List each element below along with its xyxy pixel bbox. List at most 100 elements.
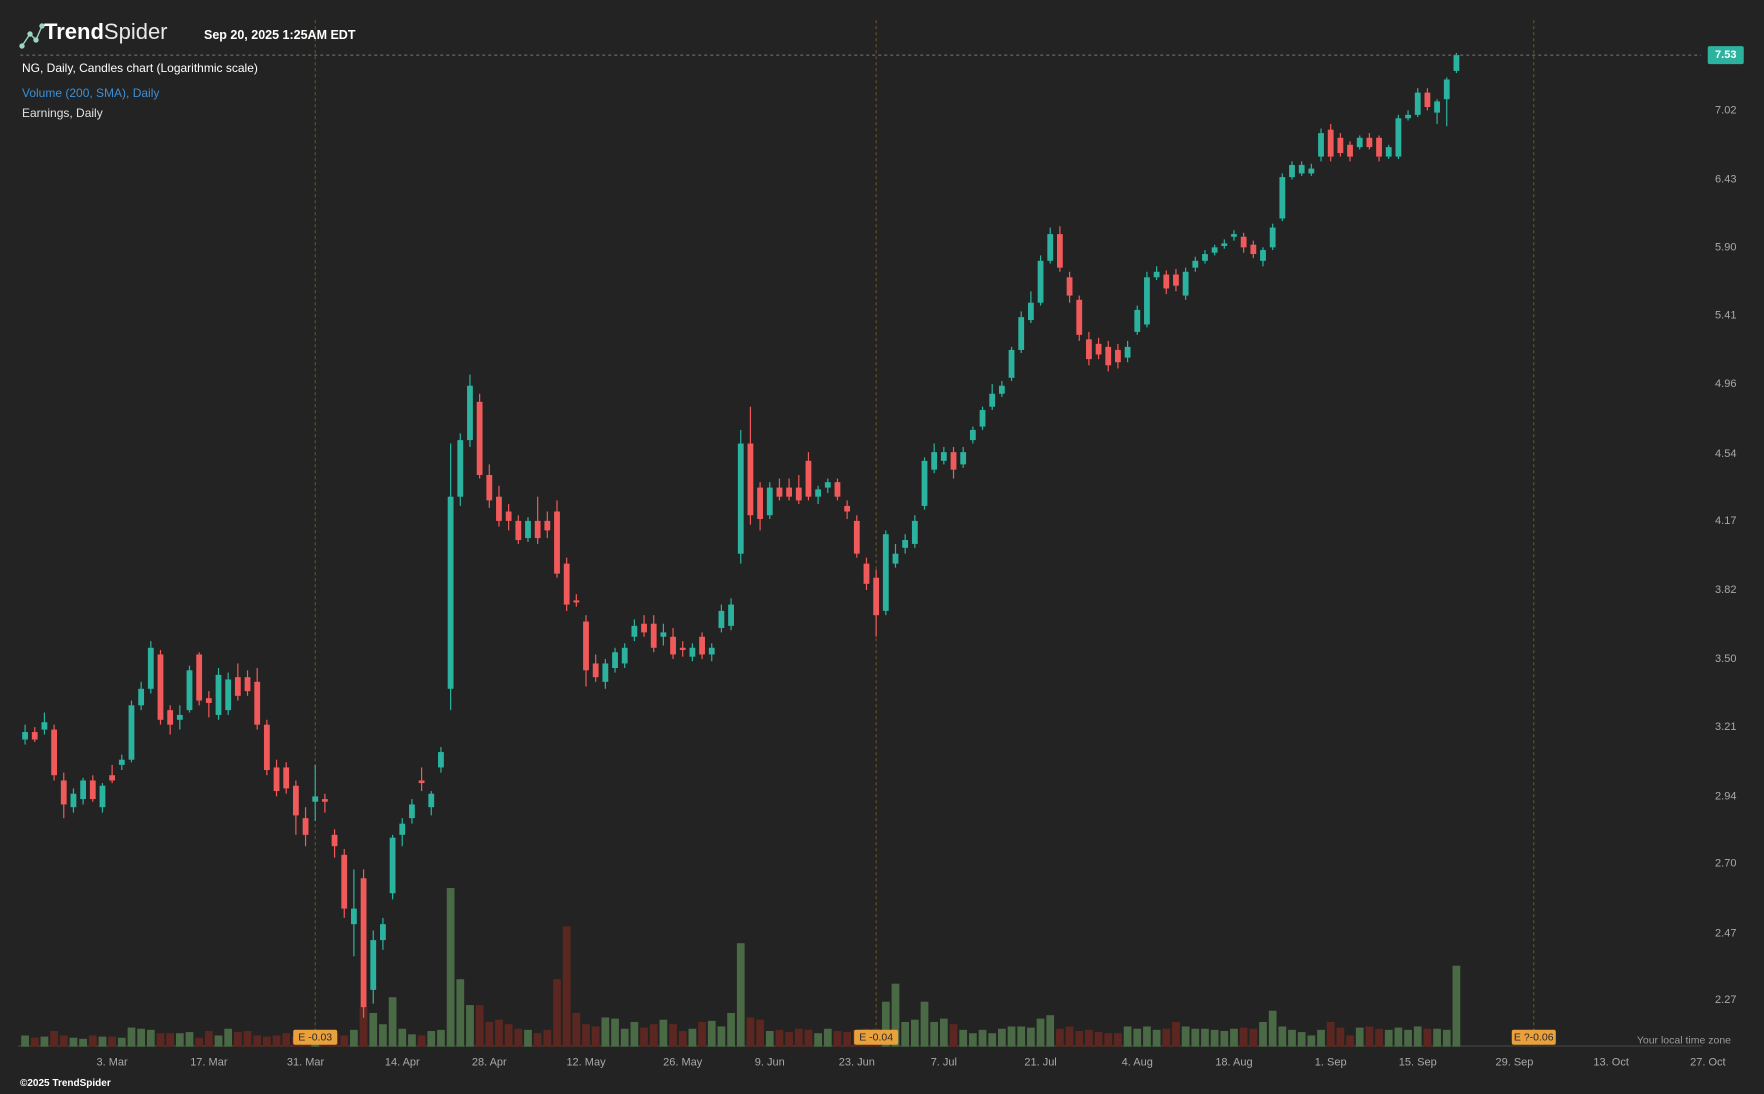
candle-body [631,625,638,637]
volume-bar [1297,1032,1306,1047]
candle-body [244,677,251,692]
volume-bar [833,1030,842,1047]
candle-body [360,878,367,1008]
volume-bar [582,1024,590,1047]
volume-bar [1162,1028,1171,1047]
y-tick-label: 6.43 [1715,173,1736,185]
candle-body [409,804,415,819]
candle-body [167,710,174,725]
x-tick-label: 18. Aug [1215,1056,1252,1068]
earnings-badge [293,1029,338,1045]
candle-body [921,460,928,506]
volume-bar [40,1036,49,1047]
candle-body [834,482,841,497]
volume-bar [881,1001,890,1047]
candle-body [225,679,232,711]
candle-body [1221,243,1228,247]
y-tick-label: 3.21 [1715,721,1736,733]
volume-bar [137,1028,146,1047]
brand: TrendSpider [44,19,168,45]
volume-bar [495,1019,503,1047]
y-tick-label: 4.96 [1715,378,1736,390]
volume-bar [891,983,900,1047]
volume-bar [69,1037,78,1047]
candle-body [496,496,502,521]
candle-body [824,482,831,488]
volume-bar [262,1036,271,1047]
candle-body [699,636,705,655]
candle-body [679,647,686,650]
timestamp: Sep 20, 2025 1:25AM EDT [204,28,356,42]
candle-body [22,732,28,740]
volume-bar [427,1030,436,1047]
x-tick-label: 7. Jul [931,1056,957,1068]
volume-bar [843,1032,852,1047]
candle-body [1027,302,1034,321]
volume-bar [253,1035,262,1047]
volume-bar [185,1032,194,1047]
candle-body [563,563,570,605]
x-tick-label: 21. Jul [1024,1056,1056,1068]
candle-body [447,496,454,689]
candle-body [583,621,589,671]
y-tick-label: 2.27 [1715,994,1736,1006]
candle-body [1173,274,1179,286]
candle-body [1250,244,1257,255]
volume-bar [1046,1015,1055,1047]
volume-legend[interactable]: Volume (200, SMA), Daily [22,86,160,100]
volume-bar [1259,1021,1267,1047]
candle-body [660,632,667,637]
candle-body [515,520,522,541]
candle-body [689,647,696,657]
earnings-legend[interactable]: Earnings, Daily [22,106,103,120]
candle-body [60,780,67,805]
volume-bar [910,1019,919,1047]
y-tick-label: 7.02 [1715,104,1736,116]
candle-body [80,780,87,800]
volume-bar [717,1026,726,1047]
candle-body [950,452,957,470]
volume-bar [765,1030,774,1047]
volume-bar [640,1027,648,1047]
volume-bar [611,1018,619,1047]
candle-body [51,729,58,776]
candle-body [1453,55,1460,71]
x-tick-label: 4. Aug [1122,1056,1153,1068]
candle-body [312,796,319,802]
volume-bar [224,1028,233,1047]
volume-bar [543,1029,552,1047]
volume-bar [746,1017,755,1047]
x-tick-label: 13. Oct [1593,1056,1628,1068]
candle-body [844,505,851,512]
candle-body [1414,92,1421,115]
volume-bar [1355,1027,1364,1047]
brand-bold: Trend [44,19,104,44]
candle-body [1260,250,1266,261]
volume-bar [1007,1026,1016,1047]
volume-bar [736,943,745,1047]
candle-body [147,647,154,689]
volume-bar [1220,1030,1229,1047]
volume-bar [1191,1028,1200,1047]
volume-bar [949,1024,958,1047]
candle-body [882,534,889,611]
candle-body [969,429,976,441]
x-tick-label: 1. Sep [1315,1056,1347,1068]
last-price-box [1707,46,1744,65]
candle-body [254,681,261,725]
candle-body [863,563,870,584]
volume-bar [591,1026,600,1047]
volume-bar [485,1021,494,1047]
candle-body [292,785,299,816]
candle-body [331,834,338,847]
volume-bar [1375,1028,1383,1047]
candle-body [41,722,48,730]
candle-body [1405,114,1411,119]
volume-bar [1085,1029,1093,1047]
candle-body [873,577,880,616]
volume-bar [1239,1027,1248,1047]
volume-bar [21,1035,29,1047]
candle-body [428,793,435,808]
volume-bar [1452,965,1461,1047]
volume-bar [1075,1030,1084,1047]
